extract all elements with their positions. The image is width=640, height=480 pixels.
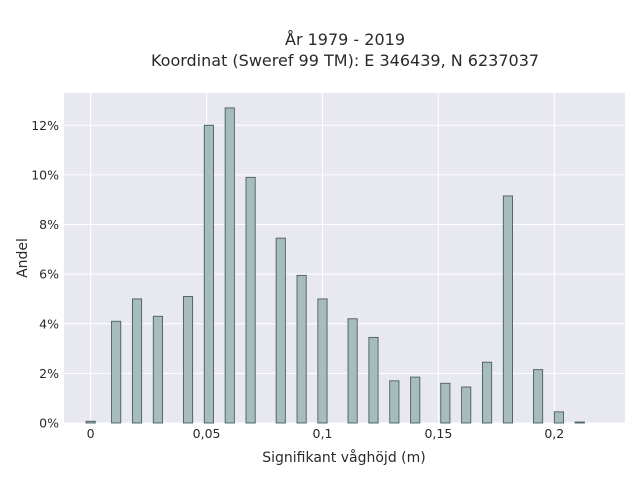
histogram-bar bbox=[389, 380, 400, 424]
histogram-bar bbox=[203, 124, 214, 424]
x-tick-label: 0,2 bbox=[544, 426, 564, 441]
y-axis-ticks: 0% 2% 4% 6% 8% 10% 12% bbox=[31, 118, 59, 431]
histogram-bar bbox=[440, 382, 451, 424]
histogram-bar bbox=[502, 195, 513, 424]
histogram-bar bbox=[482, 361, 493, 424]
y-tick-label: 6% bbox=[39, 267, 59, 282]
x-tick-label: 0 bbox=[87, 426, 95, 441]
histogram-bar bbox=[275, 237, 286, 424]
y-tick-label: 2% bbox=[39, 366, 59, 381]
histogram-bar bbox=[317, 298, 328, 424]
x-axis-ticks: 0 0,05 0,1 0,15 0,2 bbox=[87, 426, 565, 441]
y-tick-label: 10% bbox=[31, 167, 59, 182]
histogram-bar bbox=[111, 320, 122, 424]
y-axis-label: Andel bbox=[15, 238, 31, 278]
x-tick-label: 0,05 bbox=[193, 426, 221, 441]
chart-title: År 1979 - 2019 bbox=[285, 30, 405, 49]
histogram-bar bbox=[553, 411, 564, 424]
histogram-bar bbox=[410, 376, 421, 424]
histogram-bar bbox=[85, 420, 96, 424]
histogram-bar bbox=[245, 176, 256, 424]
histogram-bar bbox=[152, 315, 163, 424]
y-tick-label: 0% bbox=[39, 416, 59, 431]
histogram-bar bbox=[224, 107, 235, 424]
y-tick-label: 4% bbox=[39, 316, 59, 331]
histogram-bar bbox=[347, 318, 358, 424]
x-tick-label: 0,1 bbox=[313, 426, 333, 441]
histogram-bar bbox=[296, 274, 307, 424]
x-tick-label: 0,15 bbox=[424, 426, 452, 441]
histogram-bar bbox=[461, 386, 472, 424]
chart-subtitle: Koordinat (Sweref 99 TM): E 346439, N 62… bbox=[151, 51, 539, 70]
bars bbox=[85, 107, 585, 424]
histogram-bar bbox=[533, 369, 544, 424]
x-axis-label: Signifikant våghöjd (m) bbox=[262, 449, 425, 466]
histogram-bar bbox=[131, 298, 143, 424]
histogram-bar bbox=[574, 421, 585, 424]
histogram-bar bbox=[368, 336, 379, 424]
y-tick-label: 12% bbox=[31, 118, 59, 133]
histogram-bar bbox=[182, 296, 194, 424]
y-tick-label: 8% bbox=[39, 217, 59, 232]
